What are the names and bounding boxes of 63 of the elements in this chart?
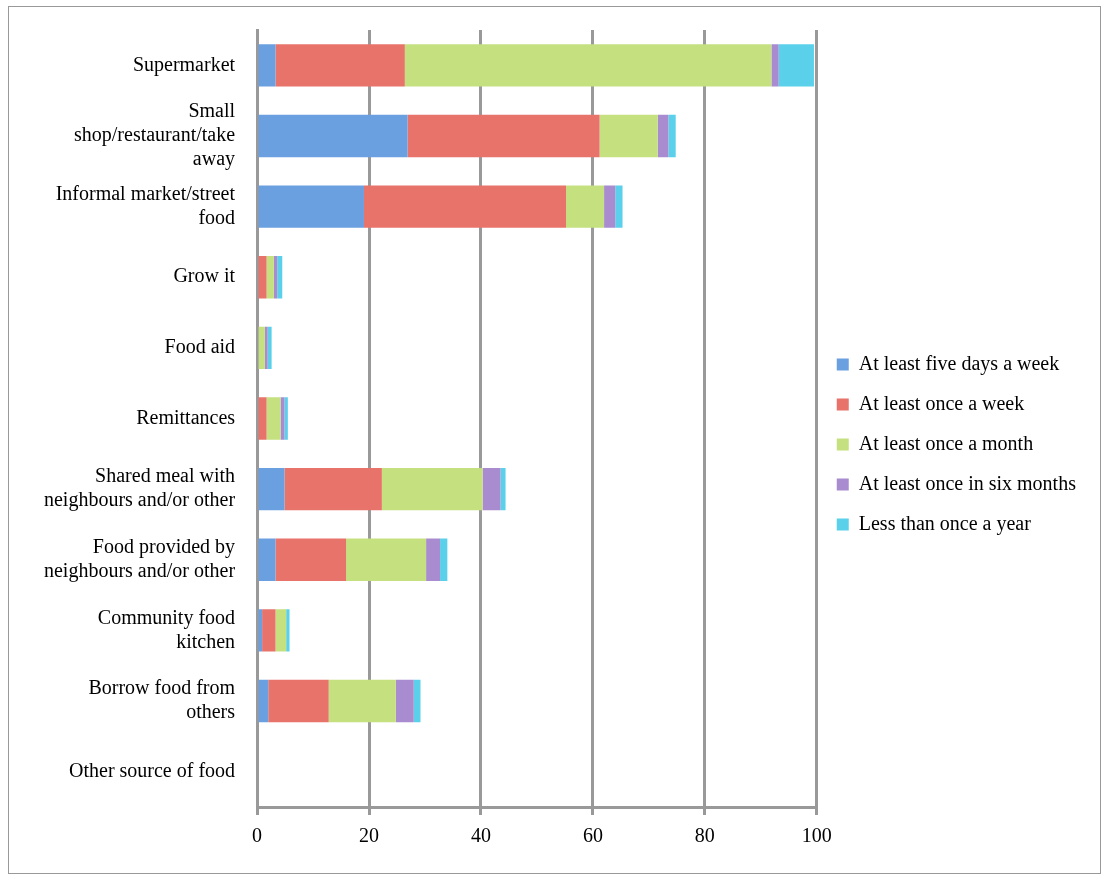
x-tick-label: 100: [801, 824, 832, 847]
bar: [599, 114, 658, 158]
bar: [328, 679, 396, 723]
y-tick-label: Borrow food from others: [88, 676, 236, 723]
y-tick-label: Remittances: [136, 405, 236, 428]
bar: [266, 256, 274, 299]
bar: [404, 44, 772, 87]
bar: [267, 326, 272, 370]
bar: [268, 679, 329, 723]
y-tick-label: Community food kitchen: [97, 605, 236, 652]
y-tick-label: Other source of food: [69, 758, 236, 781]
bar: [284, 397, 288, 440]
y-tick-label: Shared meal with neighbours and/or other: [43, 464, 236, 512]
y-tick-label: Grow it: [173, 264, 236, 287]
bar: [604, 185, 616, 228]
y-tick-label: Supermarket: [132, 52, 236, 76]
bar: [258, 326, 265, 370]
bar: [500, 467, 506, 511]
bar: [566, 185, 605, 228]
legend-label: At least once in six months: [858, 471, 1077, 494]
y-tick-label: Food aid: [164, 335, 236, 358]
bar: [275, 44, 405, 87]
bar: [277, 256, 283, 299]
bar: [275, 609, 287, 652]
x-tick-label: 80: [694, 824, 715, 847]
bar: [440, 538, 448, 581]
bar: [771, 44, 779, 87]
bar: [258, 538, 276, 581]
y-tick-label: Small shop/restaurant/take away: [74, 99, 236, 171]
legend-label: At least five days a week: [858, 351, 1060, 375]
bar: [363, 185, 567, 228]
legend-label: At least once a month: [858, 431, 1034, 454]
x-tick-label: 20: [359, 824, 379, 847]
bar: [258, 185, 364, 228]
x-tick-label: 60: [582, 824, 603, 847]
legend-label: Less than once a year: [858, 511, 1032, 535]
bar: [262, 609, 276, 652]
legend-label: At least once a week: [858, 391, 1025, 414]
x-tick-label: 0: [252, 824, 263, 847]
bar: [258, 256, 267, 299]
bar: [395, 679, 414, 723]
bar: [284, 467, 382, 511]
bar: [346, 538, 427, 581]
bar: [264, 326, 268, 370]
bar: [275, 538, 347, 581]
bar: [482, 467, 501, 511]
bar: [657, 114, 669, 158]
y-tick-label: Informal market/street food: [55, 181, 236, 228]
bar: [426, 538, 441, 581]
bar: [778, 44, 814, 87]
bar: [286, 609, 290, 652]
bar: [266, 397, 281, 440]
bar: [258, 114, 408, 158]
bar: [258, 467, 285, 511]
bar: [258, 679, 269, 723]
bar: [668, 114, 676, 158]
x-tick-label: 40: [470, 824, 491, 847]
bar: [258, 397, 267, 440]
bar: [407, 114, 600, 158]
bar: [381, 467, 483, 511]
bar: [258, 44, 276, 87]
y-tick-label: Food provided by neighbours and/or other: [43, 535, 236, 583]
bar: [615, 185, 623, 228]
